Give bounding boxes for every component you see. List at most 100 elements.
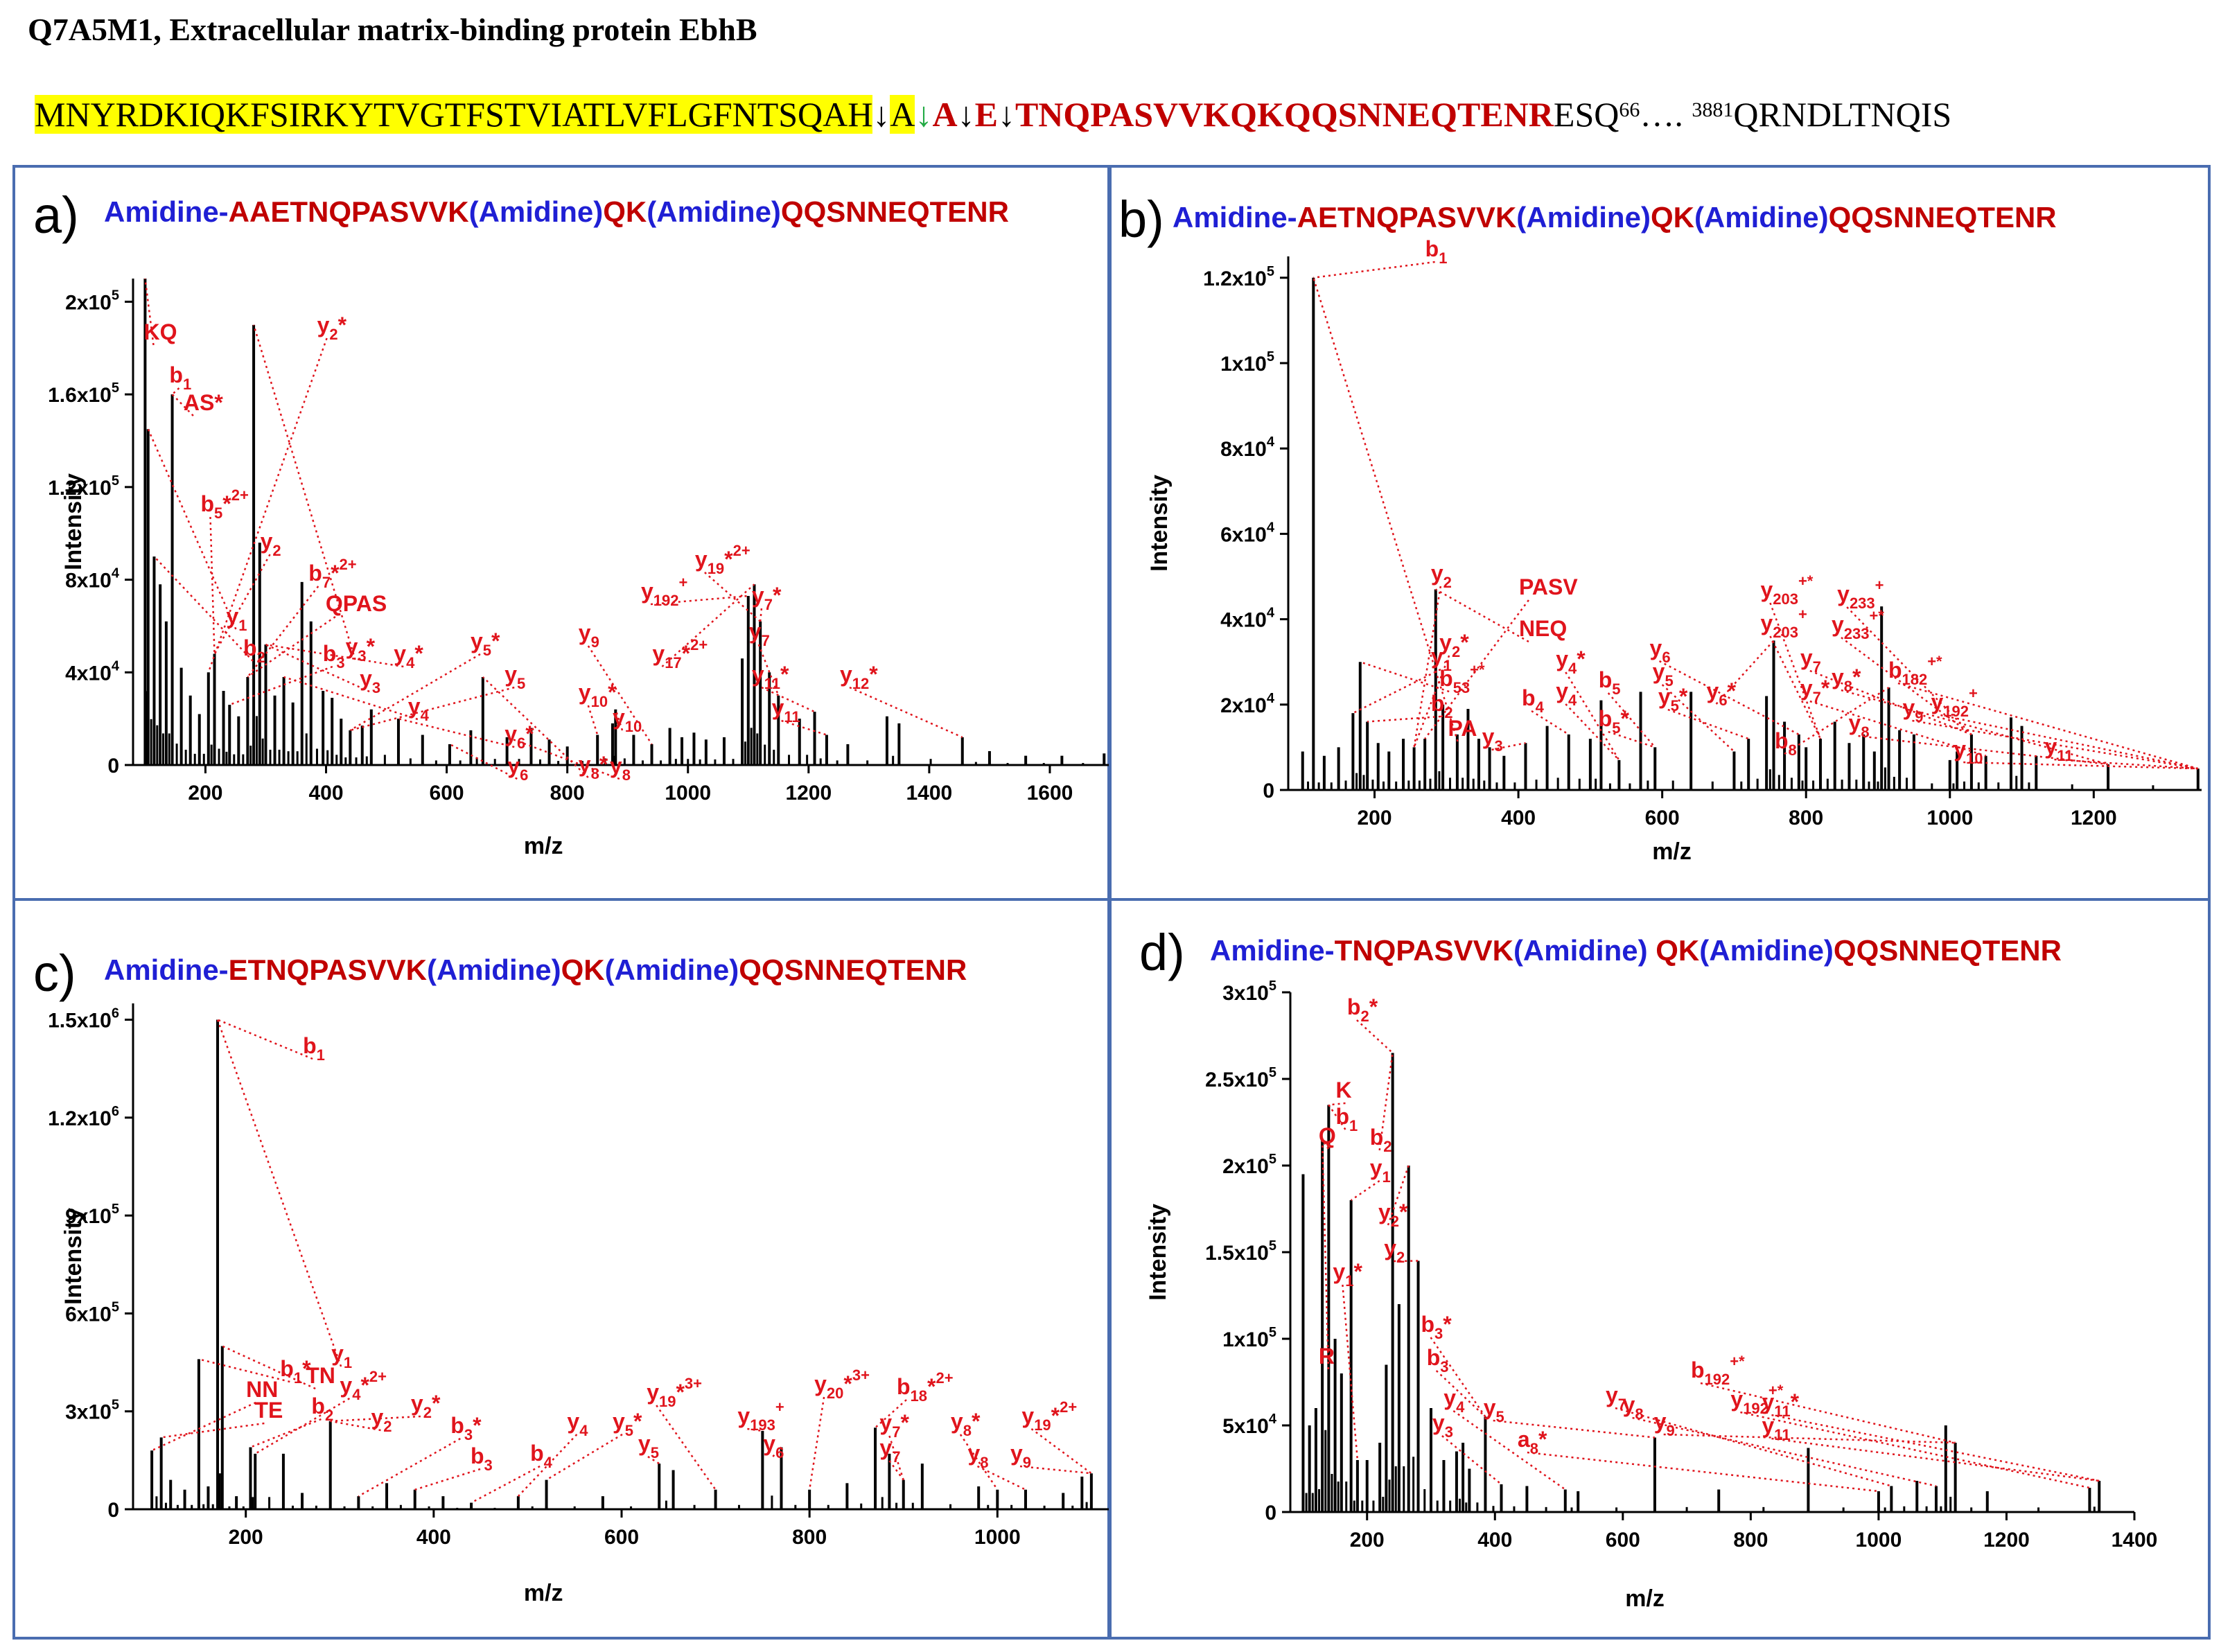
ion-label: y192+ [641, 574, 687, 609]
x-tick-label: 600 [604, 1526, 639, 1549]
ion-label: y2* [1378, 1200, 1408, 1230]
ion-label: y8* [1832, 665, 1861, 695]
ion-label: b3* [1421, 1312, 1452, 1342]
ion-label: NN [246, 1377, 278, 1402]
ion-label: b182+* [1888, 653, 1942, 688]
ion-label: y10 [613, 705, 642, 735]
seq-position-3881: 3881 [1692, 98, 1734, 121]
ion-label: y6* [1707, 678, 1737, 709]
x-tick-label: 600 [430, 782, 464, 805]
ion-label: b2 [1431, 691, 1453, 721]
annotation-leader [153, 556, 254, 662]
y-tick-label: 4x104 [65, 658, 120, 685]
y-tick-label: 1.5x106 [48, 1006, 119, 1032]
ion-label: y5* [613, 1409, 642, 1439]
annotation-leader [1441, 1435, 1502, 1485]
annotation-leader [229, 665, 333, 706]
ion-label: y233+* [1832, 607, 1884, 642]
y-tick-label: 1.2x105 [1203, 264, 1274, 290]
ion-label: y8* [579, 752, 608, 782]
ion-label: y4 [1443, 1385, 1465, 1416]
ion-label: y9 [1010, 1441, 1031, 1471]
annotation-leader [888, 1435, 904, 1480]
annotation-leader [1424, 599, 1529, 739]
ion-label: y5* [1658, 684, 1688, 714]
ion-label: TE [254, 1398, 283, 1423]
annotation-leader [350, 686, 515, 732]
ion-label: b1 [1425, 236, 1448, 267]
annotation-leader [1352, 668, 1441, 714]
ion-label: y1* [1333, 1259, 1362, 1290]
annotation-leader [1769, 635, 1822, 739]
annotation-leader [471, 1465, 541, 1504]
seq-tail: ESQ [1553, 95, 1619, 134]
annotation-leader [1030, 1427, 1092, 1475]
panel-label: c) [33, 944, 76, 1002]
annotation-leader [1607, 692, 1656, 748]
ion-label: y8 [1849, 710, 1870, 741]
annotation-leader [1019, 1465, 1092, 1475]
annotation-leader [1784, 687, 1890, 755]
y-tick-label: 0 [107, 1499, 119, 1522]
ion-label: y11 [772, 695, 800, 726]
ion-label: y4 [408, 694, 430, 724]
ion-label: y8 [968, 1441, 989, 1471]
x-tick-label: 1000 [974, 1526, 1021, 1549]
ion-label: b5*2+ [201, 486, 249, 522]
annotation-leader [161, 1422, 265, 1439]
annotation-leader [1367, 715, 1441, 723]
ion-label: y8 [1623, 1392, 1644, 1423]
ion-label: y7 [1606, 1382, 1626, 1413]
y-tick-label: 6x104 [1220, 520, 1275, 546]
annotation-leader [222, 1345, 316, 1390]
ion-label: b3 [471, 1443, 493, 1474]
annotation-leader [1846, 606, 1972, 735]
page-title: Q7A5M1, Extracellular matrix-binding pro… [28, 12, 757, 47]
annotation-leader [207, 337, 328, 673]
annotation-leader [1342, 1284, 1359, 1461]
ion-label: b2* [1347, 994, 1378, 1025]
annotation-leader [1663, 1433, 1956, 1444]
x-tick-label: 400 [308, 782, 343, 805]
ion-label: y193+ [737, 1398, 784, 1434]
ion-label: y17*2+ [652, 636, 708, 671]
annotation-leader [2054, 758, 2198, 770]
annotation-leader [757, 644, 780, 696]
seq-position-66: 66 [1619, 98, 1640, 121]
annotation-leader [247, 586, 319, 678]
annotation-leader [1435, 1370, 1486, 1418]
x-axis-label: m/z [524, 1580, 563, 1606]
ion-label: y7* [1800, 676, 1830, 706]
panel-label: a) [33, 186, 79, 244]
ion-label: b4 [530, 1441, 553, 1471]
x-tick-label: 1000 [665, 782, 711, 805]
ion-label: a8* [1518, 1427, 1547, 1457]
annotation-leader [1435, 588, 1529, 643]
annotation-leader [254, 1397, 351, 1455]
x-tick-label: 1000 [1856, 1529, 1902, 1552]
ion-label: y19*2+ [695, 542, 750, 577]
panel-title: Amidine-AAETNQPASVVK(Amidine)QK(Amidine)… [104, 195, 1009, 228]
annotation-leader [615, 709, 624, 731]
ion-label: y5 [638, 1431, 659, 1461]
ion-label: b3 [1427, 1345, 1449, 1376]
protein-sequence: MNYRDKIQKFSIRKYTVGTFSTVIATLVFLGFNTSQAH↓A… [35, 91, 1951, 137]
ion-label: y9 [579, 620, 599, 651]
x-tick-label: 1600 [1027, 782, 1073, 805]
annotation-leader [482, 676, 589, 778]
ion-label: y6 [1650, 635, 1671, 666]
y-axis-label: Intensity [60, 1208, 87, 1305]
y-tick-label: 8x104 [65, 566, 120, 592]
annotation-leader [213, 554, 271, 655]
ion-label: y6 [507, 753, 528, 784]
ion-label: y2 [371, 1405, 392, 1435]
ion-label: y8 [610, 753, 631, 784]
x-tick-label: 1200 [785, 782, 832, 805]
annotation-leader [976, 1465, 1026, 1491]
ion-label: y3 [1432, 1410, 1453, 1441]
spectrum-chart-b: 0 2x104 4x104 6x104 8x104 1x105 1.2x105 200 400 6… [1146, 236, 2202, 865]
x-tick-label: 800 [1733, 1529, 1768, 1552]
annotation-leader [1491, 742, 1526, 751]
ion-label: b5 [1599, 667, 1621, 698]
seq-end: QRNDLTNQIS [1733, 95, 1952, 134]
